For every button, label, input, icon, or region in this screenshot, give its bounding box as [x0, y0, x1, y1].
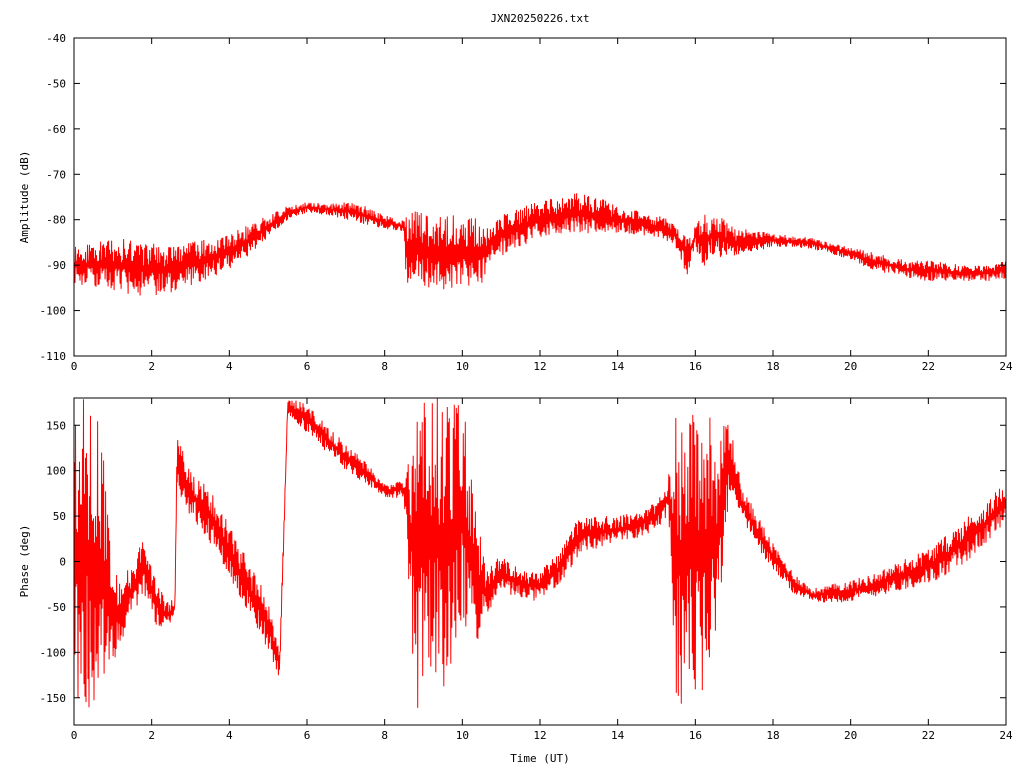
- y-tick-label: -50: [46, 77, 66, 90]
- y-tick-label: -70: [46, 168, 66, 181]
- phase-trace: [74, 398, 1006, 708]
- x-tick-label: 18: [766, 360, 779, 373]
- x-tick-label: 14: [611, 360, 625, 373]
- x-tick-label: 12: [533, 729, 546, 742]
- y-tick-label: 100: [46, 465, 66, 478]
- x-tick-label: 8: [381, 360, 388, 373]
- x-tick-label: 20: [844, 360, 857, 373]
- y-tick-label: 50: [53, 510, 66, 523]
- x-tick-label: 6: [304, 729, 311, 742]
- x-tick-label: 10: [456, 360, 469, 373]
- x-tick-label: 24: [999, 729, 1013, 742]
- x-tick-label: 14: [611, 729, 625, 742]
- x-tick-label: 22: [922, 360, 935, 373]
- y-tick-label: -100: [40, 305, 67, 318]
- amplitude-panel: 0 2 4 6 8 10 12 14 16 18 20 22 24-40-50-60-70-80-90-…: [18, 32, 1013, 373]
- x-tick-label: 20: [844, 729, 857, 742]
- y-tick-label: -80: [46, 214, 66, 227]
- x-tick-label: 2: [148, 729, 155, 742]
- y-tick-label: 150: [46, 419, 66, 432]
- x-tick-label: 2: [148, 360, 155, 373]
- amplitude-plot-frame: [73, 37, 1007, 357]
- y-tick-label: -110: [40, 350, 67, 363]
- phase-panel: 0 2 4 6 8 10 12 14 16 18 20 22 24150100500-50-100-15…: [18, 397, 1013, 765]
- x-tick-label: 22: [922, 729, 935, 742]
- x-tick-label: 12: [533, 360, 546, 373]
- x-tick-label: 10: [456, 729, 469, 742]
- x-tick-label: 16: [689, 360, 702, 373]
- x-tick-label: 18: [766, 729, 779, 742]
- x-tick-label: 0: [71, 360, 78, 373]
- x-tick-label: 0: [71, 729, 78, 742]
- chart-title: JXN20250226.txt: [490, 12, 589, 25]
- phase-y-axis-label: Phase (deg): [18, 525, 31, 598]
- y-tick-label: -60: [46, 123, 66, 136]
- amplitude-trace: [74, 193, 1006, 296]
- x-axis-label: Time (UT): [510, 752, 570, 765]
- x-tick-label: 4: [226, 360, 233, 373]
- y-tick-label: 0: [59, 556, 66, 569]
- amplitude-y-axis-label: Amplitude (dB): [18, 151, 31, 244]
- y-tick-label: -100: [40, 646, 67, 659]
- y-tick-label: -150: [40, 692, 67, 705]
- y-tick-label: -40: [46, 32, 66, 45]
- phase-plot-frame: [73, 397, 1007, 726]
- x-tick-label: 4: [226, 729, 233, 742]
- y-tick-label: -90: [46, 259, 66, 272]
- x-tick-label: 24: [999, 360, 1013, 373]
- x-tick-label: 16: [689, 729, 702, 742]
- x-tick-label: 8: [381, 729, 388, 742]
- x-tick-label: 6: [304, 360, 311, 373]
- y-tick-label: -50: [46, 601, 66, 614]
